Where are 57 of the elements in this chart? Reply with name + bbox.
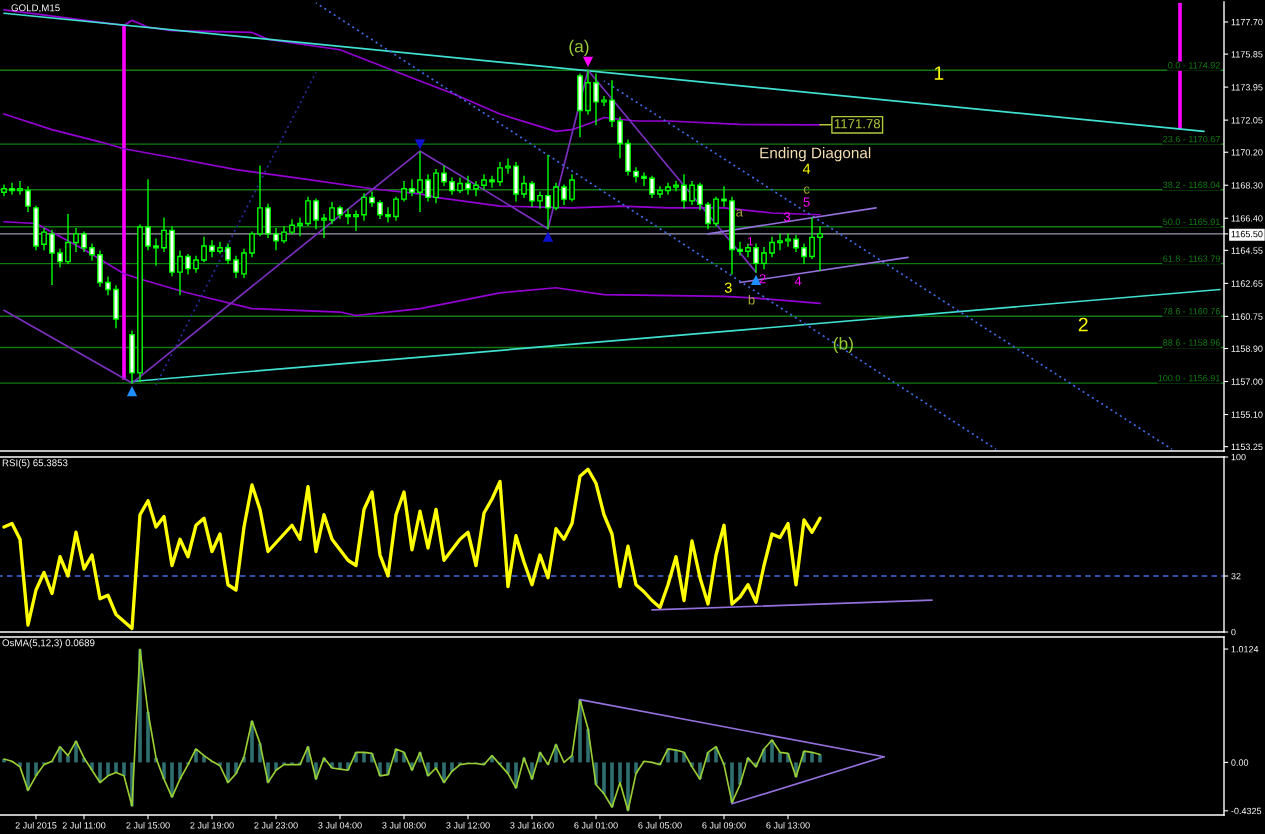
data-label: 1171.78 <box>834 119 881 129</box>
y-tick-label: 1158.90 <box>1231 345 1263 352</box>
annotation: 3 <box>724 282 732 293</box>
annotation: 2 <box>1078 317 1088 332</box>
x-tick-label: 2 Jul 19:00 <box>190 821 234 829</box>
y-tick-label: 1164.55 <box>1231 247 1263 254</box>
y-tick-label: 0 <box>1231 628 1236 636</box>
y-tick-label: 1175.85 <box>1231 51 1263 58</box>
annotation: 100.0 - 1156.91 <box>1158 374 1220 382</box>
y-tick-label: 1170.20 <box>1231 149 1263 156</box>
y-tick-label: 1168.30 <box>1231 182 1263 189</box>
x-tick-label: 2 Jul 11:00 <box>62 821 106 829</box>
y-tick-label: 1172.05 <box>1231 117 1263 124</box>
y-tick-label: 1173.95 <box>1231 84 1263 91</box>
annotation: 1 <box>934 66 944 80</box>
annotation: 3 <box>783 212 791 222</box>
x-tick-label: 6 Jul 09:00 <box>702 821 746 829</box>
x-tick-label: 3 Jul 16:00 <box>510 821 554 829</box>
chart-title: OsMA(5,12,3) 0.0689 <box>2 639 95 649</box>
annotation: 50.0 - 1165.91 <box>1163 218 1220 225</box>
y-tick-label: 1155.10 <box>1231 411 1263 418</box>
y-tick-label: 0.00 <box>1231 759 1249 766</box>
y-tick-label: 32 <box>1231 572 1241 580</box>
x-tick-label: 6 Jul 13:00 <box>766 821 810 829</box>
annotation: 5 <box>803 197 810 207</box>
x-tick-label: 6 Jul 05:00 <box>638 821 682 829</box>
x-tick-label: 2 Jul 2015 <box>15 821 57 829</box>
annotation: 88.6 - 1158.96 <box>1163 339 1220 346</box>
x-tick-label: 3 Jul 08:00 <box>382 821 426 829</box>
x-tick-label: 2 Jul 23:00 <box>254 821 298 829</box>
y-tick-label: 1153.25 <box>1231 443 1263 451</box>
annotation: 4 <box>802 163 811 174</box>
annotation: Ending Diagonal <box>760 147 871 162</box>
x-tick-label: 6 Jul 01:00 <box>574 821 618 829</box>
y-tick-label: 1.0124 <box>1231 646 1259 653</box>
chart-title: RSI(5) 65.3853 <box>2 459 68 469</box>
y-tick-label: 1165.50 <box>1231 230 1263 238</box>
x-tick-label: 3 Jul 04:00 <box>318 821 362 829</box>
annotation: a <box>736 209 743 217</box>
annotation: 38.2 - 1168.04 <box>1163 181 1221 188</box>
y-tick-label: -0.4325 <box>1231 807 1262 815</box>
annotation: 78.6 - 1160.76 <box>1163 308 1220 315</box>
x-tick-label: 2 Jul 15:00 <box>126 821 170 829</box>
y-tick-label: 1160.75 <box>1231 313 1263 320</box>
chart-title: GOLD,M15 <box>11 4 60 13</box>
y-tick-label: 1177.70 <box>1231 18 1263 26</box>
annotation: 61.8 - 1163.79 <box>1163 255 1220 262</box>
x-tick-label: 3 Jul 12:00 <box>446 821 490 829</box>
annotation: (a) <box>569 39 589 56</box>
y-tick-label: 100 <box>1231 453 1246 461</box>
y-tick-label: 1162.65 <box>1231 280 1263 287</box>
annotation: 23.6 - 1170.67 <box>1163 135 1220 143</box>
annotation: 1 <box>747 237 754 246</box>
y-tick-label: 1157.00 <box>1231 378 1263 385</box>
y-tick-label: 1166.40 <box>1231 215 1263 222</box>
annotation: 4 <box>794 276 802 286</box>
annotation: 0.0 - 1174.92 <box>1168 62 1220 69</box>
